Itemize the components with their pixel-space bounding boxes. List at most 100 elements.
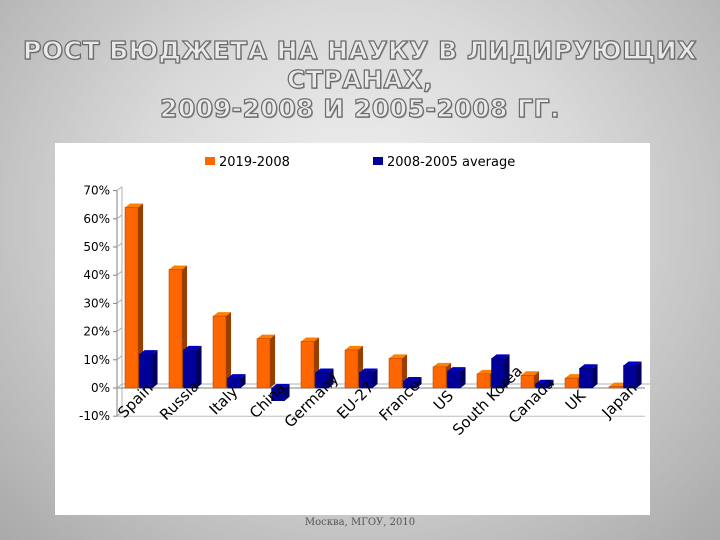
bar-average-germany <box>315 368 334 389</box>
bar-front-face <box>491 358 505 389</box>
y-tick-depth <box>116 355 123 361</box>
bar-top-face <box>301 337 320 342</box>
chart-panel: -10% 0% 10% 20% 30% 40% 50% 60% 70% Spain Russia It… <box>55 143 650 515</box>
y-tick-label: 50% <box>83 240 110 254</box>
bar-top-face <box>271 384 290 388</box>
bar-average-japan <box>623 361 642 389</box>
bar-top-face <box>535 379 554 384</box>
bar-top-face <box>491 354 510 359</box>
bar-front-face <box>124 207 139 389</box>
bar-side-face <box>226 312 232 388</box>
bar-top-face <box>139 350 158 355</box>
bar-top-face <box>403 376 422 381</box>
title-line-3: 2009-2008 И 2005-2008 ГГ. <box>159 93 560 123</box>
bar-growth-china <box>256 334 276 389</box>
footer-text: Москва, МГОУ, 2010 <box>304 517 416 528</box>
legend-swatch-average <box>373 157 383 165</box>
bar-side-face <box>416 376 422 388</box>
bar-top-face <box>521 371 540 376</box>
bar-average-canada <box>535 379 554 389</box>
bar-top-face <box>609 382 628 387</box>
bar-front-face <box>300 341 315 389</box>
bar-side-face <box>636 361 642 388</box>
bar-top-face <box>315 368 334 373</box>
bar-front-face <box>608 386 623 389</box>
bar-front-face <box>432 366 447 389</box>
y-tick-depth <box>116 186 123 191</box>
bar-front-face <box>256 338 271 389</box>
bar-side-face <box>196 345 202 388</box>
bar-average-spain <box>139 350 158 389</box>
bar-front-face <box>315 372 329 389</box>
bar-front-face <box>359 372 373 389</box>
bar-side-face <box>548 379 554 388</box>
legend-swatch-growth <box>205 157 215 165</box>
bar-growth-us <box>432 362 452 389</box>
bar-top-face <box>345 345 364 350</box>
bar-top-face <box>359 368 378 373</box>
y-tick-label: 10% <box>83 353 110 367</box>
bar-average-france <box>403 376 422 389</box>
title-line-2: СТРАНАХ, <box>286 64 434 94</box>
y-tick-depth <box>116 270 123 276</box>
bar-front-face <box>623 365 637 389</box>
bar-top-face <box>125 203 144 208</box>
bar-average-russia <box>183 345 202 389</box>
budget-growth-chart: -10%0%10%20%30%40%50%60%70%Spain Russia It… <box>79 155 650 439</box>
x-tick-label: US <box>430 387 457 414</box>
y-tick-depth <box>116 299 123 304</box>
bar-top-face <box>227 374 246 379</box>
y-tick-depth <box>116 411 123 417</box>
bar-average-us <box>447 367 466 389</box>
bar-side-face <box>460 367 466 388</box>
bar-top-face <box>213 312 232 317</box>
bar-side-face <box>328 368 334 388</box>
bar-front-face <box>579 367 593 389</box>
bar-side-face <box>504 354 510 388</box>
bar-average-south-korea <box>491 354 510 389</box>
bar-side-face <box>240 374 246 388</box>
bar-top-face <box>623 361 642 366</box>
bar-front-face <box>271 387 285 401</box>
bar-side-face <box>270 334 276 388</box>
bar-top-face <box>447 367 466 372</box>
y-tick-label: 70% <box>83 184 110 198</box>
y-tick-depth <box>116 327 123 332</box>
bar-front-face <box>535 383 549 389</box>
title-line-1: РОСТ БЮДЖЕТА НА НАУКУ В ЛИДИРУЮЩИХ <box>22 35 697 65</box>
bar-front-face <box>520 375 535 389</box>
bar-side-face <box>284 384 290 401</box>
y-tick-depth <box>116 214 123 220</box>
bar-top-face <box>579 364 598 369</box>
y-tick-label: 20% <box>83 325 110 339</box>
y-tick-depth <box>116 383 123 389</box>
bar-front-face <box>403 380 417 389</box>
bar-top-face <box>183 345 202 350</box>
bar-top-face <box>433 362 452 367</box>
bar-average-uk <box>579 364 598 389</box>
legend-label-average: 2008-2005 average <box>387 155 515 170</box>
bar-side-face <box>152 350 158 388</box>
bar-front-face <box>564 377 579 389</box>
bar-average-china <box>271 384 290 401</box>
bar-front-face <box>447 370 461 389</box>
slide-title: РОСТ БЮДЖЕТА НА НАУКУ В ЛИДИРУЮЩИХ СТРАН… <box>20 35 700 123</box>
bar-front-face <box>476 373 491 389</box>
y-tick-label: 60% <box>83 212 110 226</box>
bar-front-face <box>344 349 359 389</box>
bar-top-face <box>257 334 276 339</box>
bar-growth-italy <box>212 312 232 389</box>
bar-top-face <box>169 265 188 270</box>
y-tick-label: 0% <box>91 381 110 395</box>
bar-top-face <box>477 369 496 374</box>
bar-average-eu-27 <box>359 368 378 389</box>
bar-front-face <box>388 358 403 389</box>
bar-side-face <box>138 203 144 388</box>
bar-top-face <box>389 354 408 359</box>
bar-top-face <box>565 374 584 379</box>
legend-label-growth: 2019-2008 <box>219 155 290 170</box>
y-tick-label: 30% <box>83 296 110 310</box>
bar-front-face <box>212 315 227 389</box>
bar-growth-spain <box>124 203 144 389</box>
y-tick-label: -10% <box>79 409 110 423</box>
